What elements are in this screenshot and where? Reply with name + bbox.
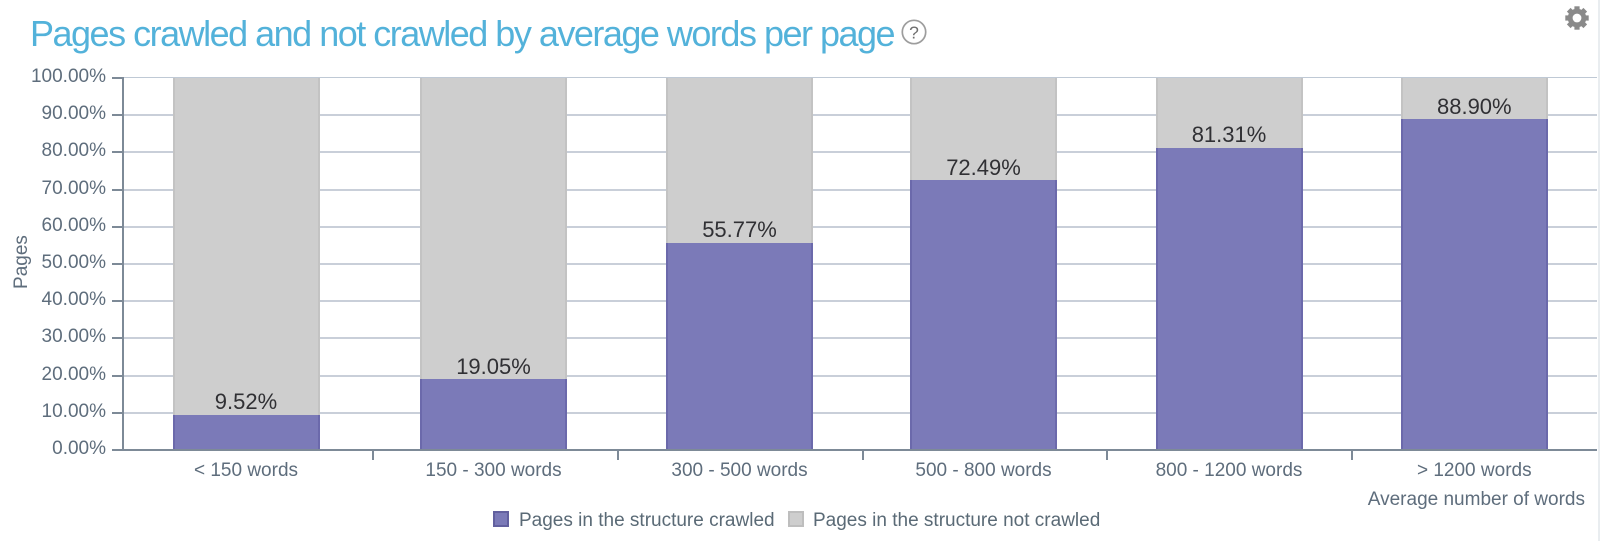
svg-text:?: ? (909, 22, 919, 42)
